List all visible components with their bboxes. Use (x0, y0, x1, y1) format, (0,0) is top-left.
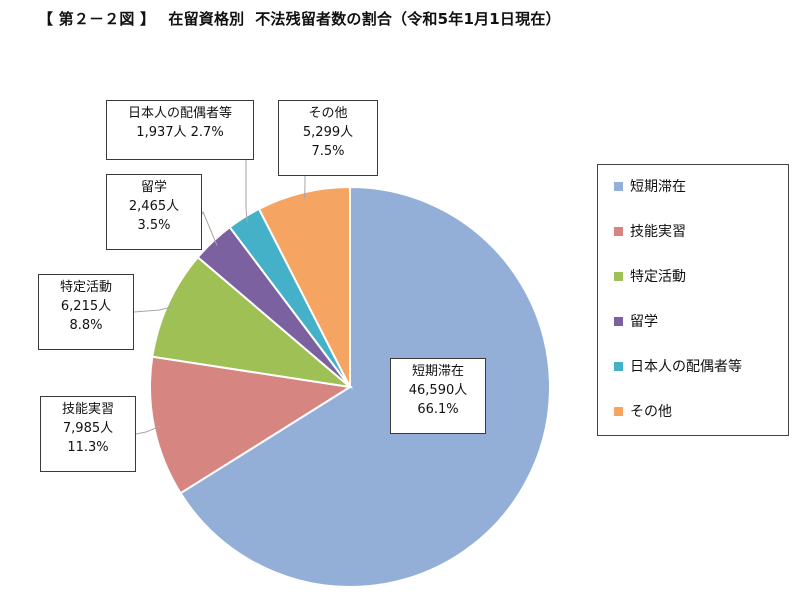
data-label-short-stay: 短期滞在 46,590人 66.1% (390, 358, 486, 434)
legend-label: 特定活動 (630, 269, 686, 285)
legend-item: 技能実習 (614, 222, 686, 242)
chart-title: 【 第２－２図 】 在留資格別 不法残留者数の割合（令和5年1月1日現在） (38, 10, 561, 28)
legend-label: 留学 (630, 314, 658, 330)
label-category: 短期滞在 (411, 364, 464, 379)
slice-designated-activities (151, 255, 354, 389)
legend-label: 技能実習 (630, 224, 686, 240)
legend-label: 短期滞在 (630, 179, 686, 195)
label-category: 技能実習 (61, 402, 114, 417)
label-percent: 3.5% (137, 218, 171, 233)
leader-student (201, 210, 218, 246)
label-category: 特定活動 (59, 280, 112, 295)
label-value: 7,985人 (62, 421, 114, 436)
label-value: 5,299人 (302, 125, 354, 140)
slice-short-stay (179, 185, 551, 588)
slice-other (257, 185, 351, 388)
leader-technical-intern (135, 425, 161, 435)
label-percent: 66.1% (417, 402, 459, 417)
legend-swatch (614, 182, 623, 191)
legend-swatch (614, 407, 623, 416)
label-value: 1,937人 (136, 125, 187, 140)
legend-item: 留学 (614, 312, 658, 332)
legend-swatch (614, 272, 623, 281)
leader-lines (133, 160, 306, 435)
label-percent: 2.7% (190, 125, 224, 140)
chart-legend: 短期滞在 技能実習 特定活動 留学 日本人の配偶者等 その他 (597, 164, 789, 436)
data-label-other: その他 5,299人 7.5% (278, 100, 378, 176)
label-category: 留学 (140, 180, 167, 195)
legend-item: 日本人の配偶者等 (614, 357, 742, 377)
data-label-student: 留学 2,465人 3.5% (106, 174, 202, 250)
pie-slices (149, 185, 551, 588)
legend-label: 日本人の配偶者等 (630, 359, 742, 375)
legend-label: その他 (630, 404, 672, 420)
label-category: その他 (308, 106, 348, 121)
data-label-designated-activities: 特定活動 6,215人 8.8% (38, 274, 134, 350)
label-category: 日本人の配偶者等 (127, 106, 232, 121)
legend-swatch (614, 227, 623, 236)
label-percent: 11.3% (67, 440, 109, 455)
leader-designated-activities (133, 305, 174, 313)
label-percent: 8.8% (69, 318, 103, 333)
legend-item: 短期滞在 (614, 177, 686, 197)
label-percent: 7.5% (311, 144, 345, 159)
legend-swatch (614, 317, 623, 326)
legend-item: その他 (614, 402, 672, 422)
label-value: 46,590人 (408, 383, 468, 398)
legend-swatch (614, 362, 623, 371)
leader-spouse-of-japanese (245, 160, 248, 223)
label-value: 2,465人 (128, 199, 180, 214)
data-label-spouse-of-japanese: 日本人の配偶者等 1,937人 2.7% (106, 100, 254, 160)
label-value: 6,215人 (60, 299, 112, 314)
slice-technical-intern (149, 355, 353, 495)
legend-item: 特定活動 (614, 267, 686, 287)
data-label-technical-intern: 技能実習 7,985人 11.3% (40, 396, 136, 472)
